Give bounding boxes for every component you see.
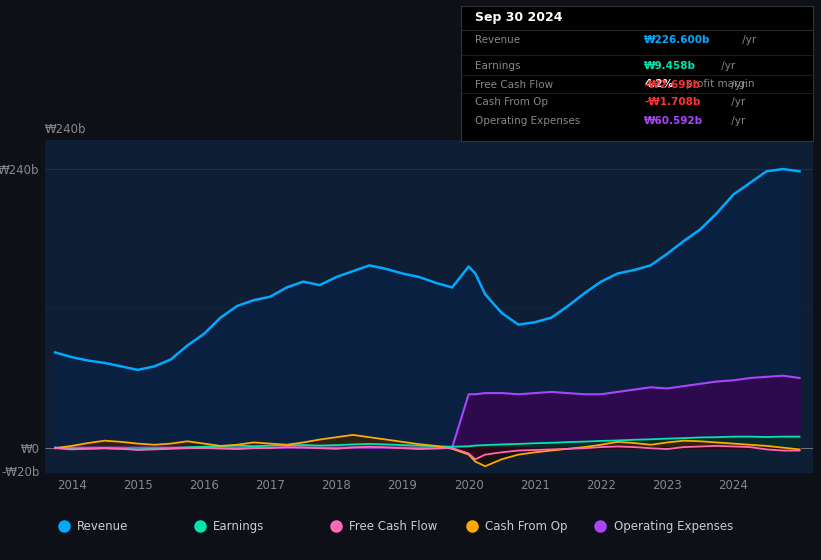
Text: /yr: /yr	[728, 80, 745, 90]
Text: /yr: /yr	[718, 61, 735, 71]
Text: 4.2%: 4.2%	[644, 78, 673, 88]
Text: Cash From Op: Cash From Op	[485, 520, 567, 533]
Text: ₩226.600b: ₩226.600b	[644, 35, 711, 45]
Text: Free Cash Flow: Free Cash Flow	[475, 80, 553, 90]
Text: ₩60.592b: ₩60.592b	[644, 116, 704, 127]
Text: /yr: /yr	[728, 116, 745, 127]
Text: Free Cash Flow: Free Cash Flow	[349, 520, 438, 533]
Text: Operating Expenses: Operating Expenses	[475, 116, 580, 127]
Text: Sep 30 2024: Sep 30 2024	[475, 11, 563, 24]
Text: ₩9.458b: ₩9.458b	[644, 61, 696, 71]
Text: profit margin: profit margin	[683, 78, 755, 88]
Text: ₩240b: ₩240b	[45, 123, 87, 136]
Text: Earnings: Earnings	[475, 61, 521, 71]
Text: -₩1.708b: -₩1.708b	[644, 97, 700, 108]
Text: /yr: /yr	[739, 35, 756, 45]
Text: Operating Expenses: Operating Expenses	[613, 520, 733, 533]
Text: /yr: /yr	[728, 97, 745, 108]
Text: Revenue: Revenue	[77, 520, 129, 533]
Text: Revenue: Revenue	[475, 35, 521, 45]
Text: Cash From Op: Cash From Op	[475, 97, 548, 108]
Text: Earnings: Earnings	[213, 520, 264, 533]
Text: -₩2.695b: -₩2.695b	[644, 80, 700, 90]
